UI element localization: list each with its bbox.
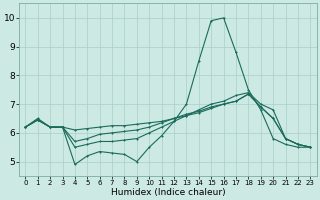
X-axis label: Humidex (Indice chaleur): Humidex (Indice chaleur) [110, 188, 225, 197]
